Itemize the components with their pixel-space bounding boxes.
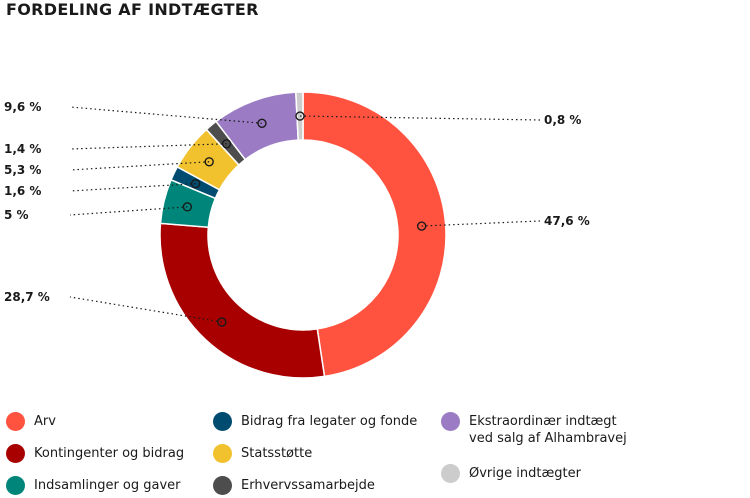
legend-item: Erhvervssamarbejde xyxy=(213,476,375,495)
leader-line xyxy=(69,183,196,192)
slice-marker xyxy=(217,317,227,327)
legend-item: Bidrag fra legater og fonde xyxy=(213,412,418,431)
legend-swatch xyxy=(213,476,232,495)
percentage-label: 5,3 % xyxy=(4,163,41,177)
percentage-label: 1,6 % xyxy=(4,184,41,198)
donut-slices xyxy=(159,91,447,379)
slice-øvrige-indtægter xyxy=(295,91,304,141)
slice-marker xyxy=(182,202,193,212)
legend-swatch xyxy=(6,444,25,463)
legend-swatch xyxy=(213,444,232,463)
legend-label: Indsamlinger og gaver xyxy=(34,478,181,493)
chart-title: FORDELING AF INDTÆGTER xyxy=(6,0,259,19)
slice-marker xyxy=(204,157,214,167)
slice-marker xyxy=(190,178,201,189)
legend-item: Indsamlinger og gaver xyxy=(6,476,181,495)
percentage-label: 1,4 % xyxy=(4,142,41,156)
legend-label: Statsstøtte xyxy=(241,446,313,461)
legend-swatch xyxy=(441,412,460,431)
legend-label: Ekstraordinær indtægt ved salg af Alhamb… xyxy=(469,414,627,446)
percentage-labels: 47,6 % 28,7 % 5 % 1,6 % 5,3 % 1,4 % 9,6 % 0,8 % xyxy=(4,100,590,304)
slice-marker xyxy=(295,111,305,121)
percentage-label: 5 % xyxy=(4,208,29,222)
legend-item: Øvrige indtægter xyxy=(441,464,581,483)
legend-label: Erhvervssamarbejde xyxy=(241,478,375,493)
leader-line xyxy=(69,206,188,216)
percentage-label: 28,7 % xyxy=(4,290,50,304)
legend-label: Øvrige indtægter xyxy=(469,466,581,481)
legend-swatch xyxy=(6,476,25,495)
legend-label: Kontingenter og bidrag xyxy=(34,446,185,461)
percentage-label: 0,8 % xyxy=(544,113,581,127)
leader-line xyxy=(69,161,210,171)
leader-line xyxy=(421,220,541,227)
leader-line xyxy=(69,143,227,150)
percentage-label: 47,6 % xyxy=(544,214,590,228)
leader-line xyxy=(69,296,222,323)
legend-item: Ekstraordinær indtægt ved salg af Alhamb… xyxy=(441,412,627,447)
legend-item: Arv xyxy=(6,412,56,431)
legend-label: Arv xyxy=(34,414,56,429)
leader-line xyxy=(69,106,263,124)
legend-label: Bidrag fra legater og fonde xyxy=(241,414,418,429)
leader-lines xyxy=(69,106,541,327)
donut-chart: 47,6 % 28,7 % 5 % 1,6 % 5,3 % 1,4 % 9,6 % 0,8 % xyxy=(4,91,590,379)
percentage-label: 9,6 % xyxy=(4,100,41,114)
slice-marker xyxy=(221,139,232,149)
slice-kontingenter-og-bidrag xyxy=(159,222,326,379)
legend-swatch xyxy=(6,412,25,431)
legend-swatch xyxy=(213,412,232,431)
legend-item: Statsstøtte xyxy=(213,444,313,463)
slice-arv xyxy=(302,91,447,378)
legend-item: Kontingenter og bidrag xyxy=(6,444,185,463)
slice-marker xyxy=(416,221,427,231)
legend-swatch xyxy=(441,464,460,483)
slice-marker xyxy=(257,118,267,128)
